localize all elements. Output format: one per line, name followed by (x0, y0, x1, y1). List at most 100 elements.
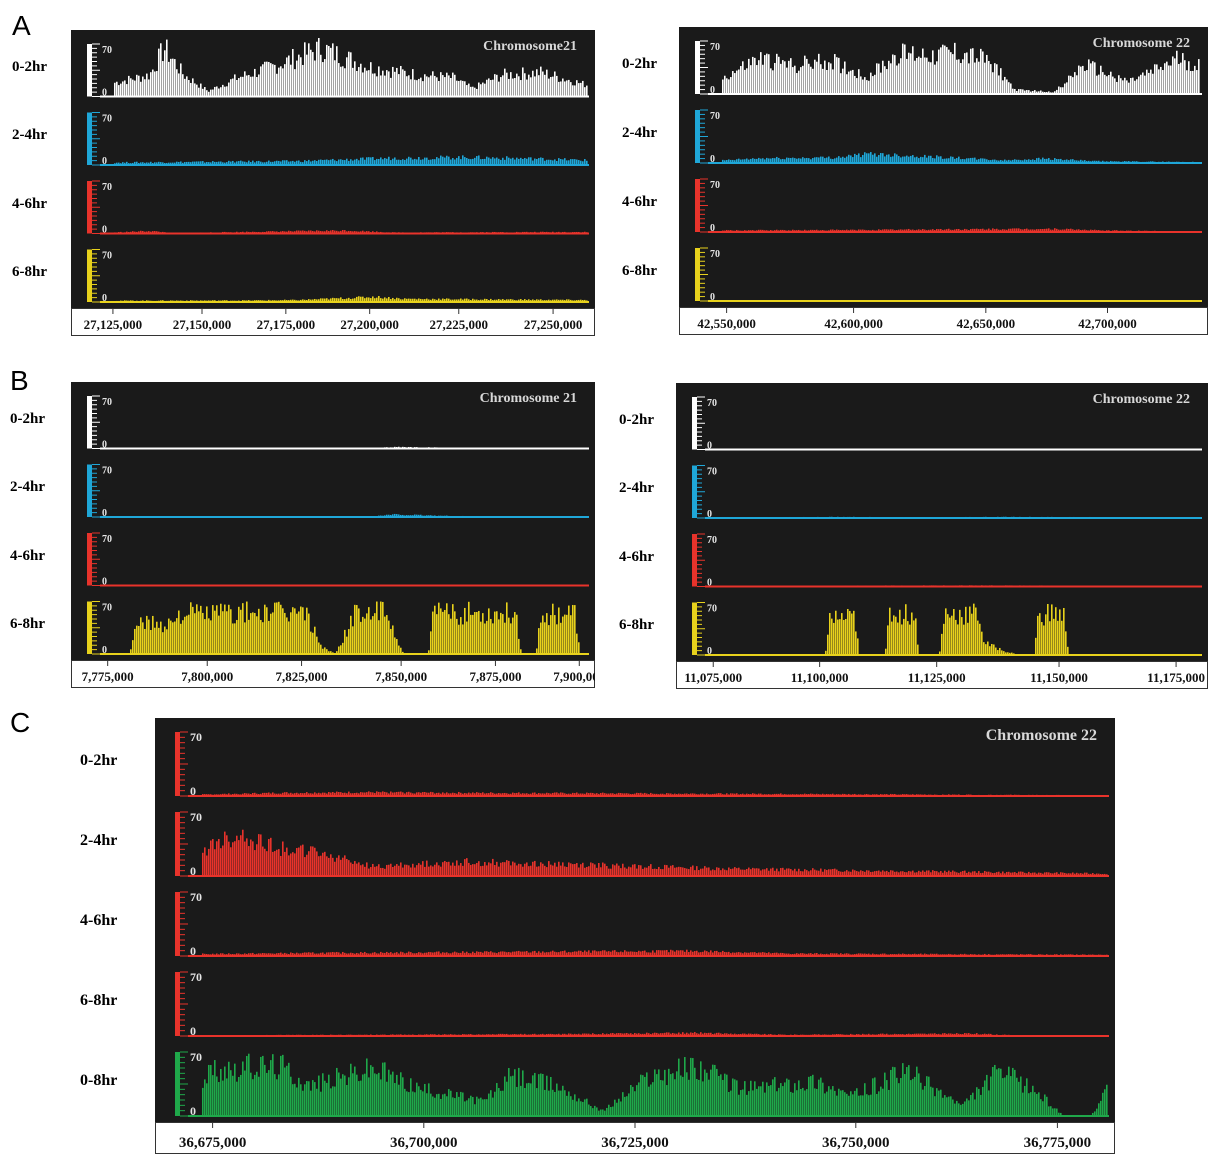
signal-bar (162, 300, 164, 302)
signal-bar (958, 794, 960, 796)
signal-bar (840, 1090, 842, 1116)
signal-bar (690, 1032, 692, 1036)
signal-bar (809, 585, 811, 587)
signal-bar (962, 59, 964, 94)
signal-bar (838, 1088, 840, 1116)
signal-bar (900, 229, 902, 232)
signal-bar (328, 299, 330, 302)
signal-bar (348, 160, 350, 165)
signal-bar (430, 1034, 432, 1036)
signal-bar (682, 1076, 684, 1116)
signal-bar (882, 60, 884, 94)
signal-bar (1097, 585, 1099, 587)
signal-bar (908, 953, 910, 956)
signal-bar (322, 298, 324, 302)
signal-bar (542, 951, 544, 956)
signal-bar (416, 953, 418, 956)
signal-bar (224, 954, 226, 956)
signal-bar (552, 1089, 554, 1116)
signal-bar (972, 871, 974, 876)
signal-bar (584, 1033, 586, 1036)
signal-bar (723, 517, 725, 518)
signal-bar (492, 231, 494, 234)
signal-bar (864, 152, 866, 163)
signal-bar (454, 159, 456, 165)
signal-bar (976, 794, 978, 796)
signal-bar (980, 158, 982, 163)
signal-bar (1104, 161, 1106, 163)
signal-bar (896, 230, 898, 232)
signal-bar (216, 86, 218, 97)
signal-bar (384, 447, 386, 449)
signal-bar (384, 75, 386, 97)
signal-bar (886, 1080, 888, 1116)
signal-bar (208, 1064, 210, 1116)
signal-bar (1037, 585, 1039, 587)
signal-bar (584, 793, 586, 796)
signal-bar (1140, 230, 1142, 232)
signal-bar (268, 1035, 270, 1036)
signal-bar (901, 624, 903, 655)
signal-bar (204, 953, 206, 956)
signal-bar (220, 1035, 222, 1036)
signal-bar (1189, 517, 1191, 518)
signal-bar (392, 1071, 394, 1116)
signal-bar (440, 608, 442, 654)
signal-bar (592, 950, 594, 956)
signal-bar (812, 1034, 814, 1036)
signal-bar (772, 952, 774, 956)
signal-bar (448, 156, 450, 165)
signal-bar (340, 1034, 342, 1036)
signal-bar (855, 631, 857, 655)
signal-bar (996, 228, 998, 232)
signal-bar (328, 792, 330, 796)
signal-bar (492, 1097, 494, 1116)
signal-bar (268, 953, 270, 956)
signal-bar (836, 869, 838, 876)
signal-bar (568, 793, 570, 796)
signal-bar (246, 793, 248, 796)
signal-bar (642, 1033, 644, 1036)
signal-bar (504, 792, 506, 796)
signal-bar (496, 232, 498, 234)
signal-bar (304, 952, 306, 956)
signal-bar (512, 861, 514, 876)
signal-bar (876, 1034, 878, 1036)
signal-bar (684, 793, 686, 796)
signal-bar (1066, 795, 1068, 796)
signal-bar (204, 794, 206, 796)
signal-bar (614, 950, 616, 956)
signal-bar (990, 794, 992, 796)
signal-bar (436, 1034, 438, 1036)
signal-bar (1102, 874, 1104, 876)
signal-bar (202, 1035, 204, 1036)
signal-bar (264, 61, 266, 97)
signal-bar (831, 585, 833, 587)
signal-bar (636, 1085, 638, 1116)
signal-bar (622, 952, 624, 956)
signal-bar (444, 952, 446, 956)
signal-bar (410, 79, 412, 97)
signal-bar (859, 585, 861, 587)
signal-bar (420, 1089, 422, 1116)
signal-bar (582, 862, 584, 876)
signal-bar (118, 232, 120, 234)
signal-bar (428, 951, 430, 956)
signal-bar (1031, 585, 1033, 587)
signal-bar (448, 614, 450, 654)
signal-bar (248, 793, 250, 796)
signal-bar (458, 865, 460, 876)
x-tick-label: 27,150,000 (173, 317, 232, 332)
signal-bar (454, 611, 456, 654)
signal-bar (903, 618, 905, 655)
signal-bar (620, 951, 622, 956)
signal-bar (1064, 872, 1066, 876)
signal-bar (866, 80, 868, 94)
signal-bar (971, 517, 973, 518)
signal-bar (876, 63, 878, 94)
signal-bar (166, 162, 168, 165)
signal-bar (450, 77, 452, 97)
signal-bar (302, 844, 304, 876)
signal-bar (330, 230, 332, 234)
y-tick-max: 70 (102, 397, 112, 408)
